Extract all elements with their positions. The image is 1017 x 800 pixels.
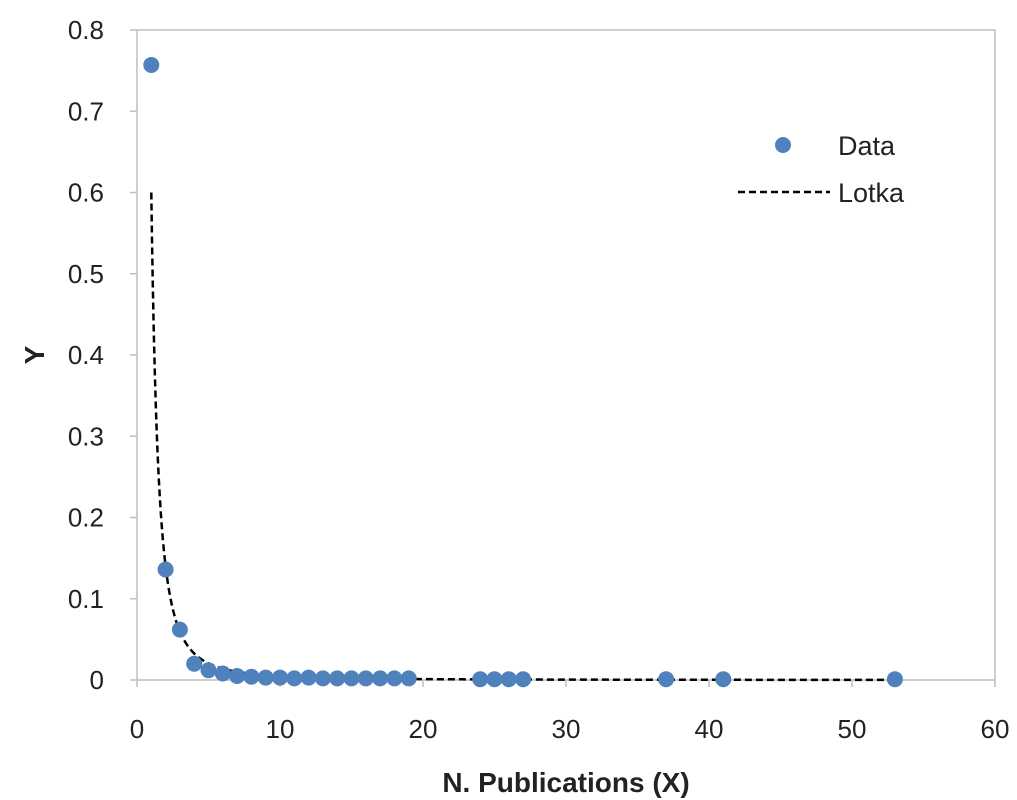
legend-data-marker [775, 137, 791, 153]
data-point [372, 670, 389, 687]
y-tick-label: 0.7 [68, 96, 104, 126]
data-point [715, 671, 732, 688]
data-point [515, 671, 532, 688]
y-tick-label: 0.4 [68, 340, 104, 370]
data-point [658, 671, 675, 688]
x-tick-label: 50 [838, 714, 867, 744]
legend-data-label: Data [838, 131, 896, 161]
data-point [157, 561, 174, 578]
data-point [886, 671, 903, 688]
y-axis-title: Y [19, 345, 50, 364]
data-point [286, 670, 303, 687]
y-tick-label: 0.6 [68, 178, 104, 208]
y-tick-label: 0.2 [68, 503, 104, 533]
data-point [257, 669, 274, 686]
y-tick-label: 0.8 [68, 15, 104, 45]
data-point [500, 671, 517, 688]
data-point [214, 665, 231, 682]
x-axis-title: N. Publications (X) [442, 767, 689, 798]
x-tick-label: 40 [695, 714, 724, 744]
data-point [272, 669, 288, 686]
data-point [200, 662, 217, 679]
data-point [486, 671, 503, 688]
data-point [343, 670, 360, 687]
data-point [314, 670, 331, 687]
x-tick-label: 10 [266, 714, 295, 744]
y-tick-label: 0.1 [68, 584, 104, 614]
data-point [329, 670, 346, 687]
data-point [229, 667, 246, 684]
legend-lotka-label: Lotka [838, 178, 905, 208]
plot-area [136, 29, 996, 681]
data-point [171, 621, 188, 638]
x-tick-label: 60 [981, 714, 1010, 744]
axis-ticks: 0 10 20 30 40 50 60 0 0.1 0.2 0.3 0.4 0.5 0.6 0.7 0.8 [68, 15, 1010, 744]
x-tick-label: 20 [409, 714, 438, 744]
x-tick-label: 30 [552, 714, 581, 744]
y-tick-label: 0.5 [68, 259, 104, 289]
data-point [357, 670, 374, 687]
data-point [472, 671, 489, 688]
legend: Data Lotka [738, 131, 905, 208]
data-point [386, 670, 403, 687]
data-series [143, 56, 903, 688]
data-point [300, 669, 317, 686]
data-point [400, 670, 417, 687]
data-point [186, 655, 203, 672]
y-tick-label: 0.3 [68, 421, 104, 451]
data-point [243, 668, 260, 685]
x-tick-label: 0 [130, 714, 144, 744]
data-point [143, 56, 160, 73]
y-tick-label: 0 [90, 665, 104, 695]
